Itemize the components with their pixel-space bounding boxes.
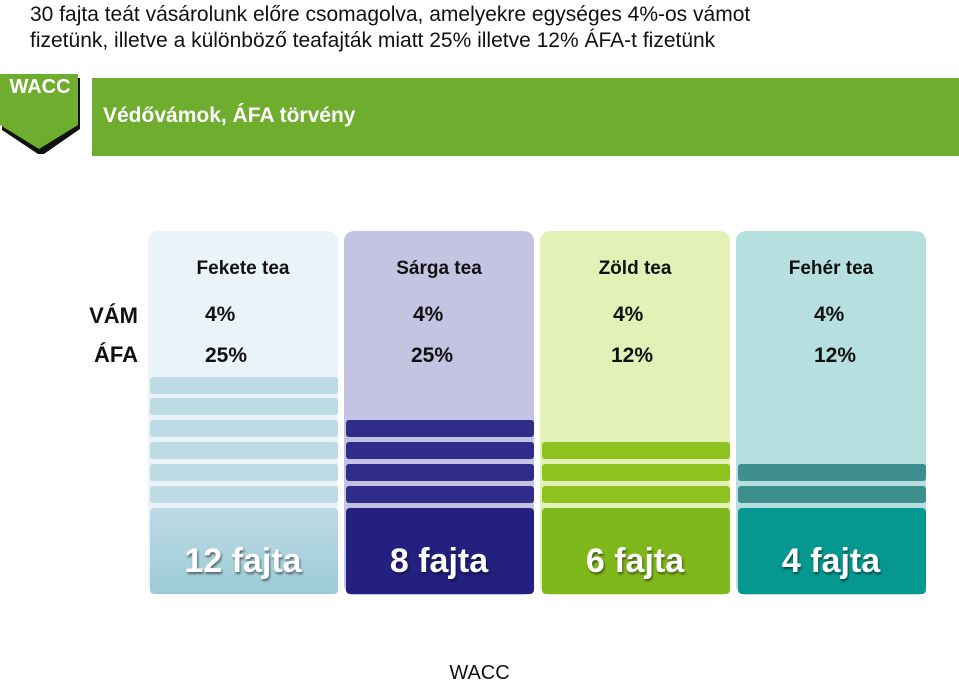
count-yellow-tea: 8 fajta bbox=[389, 542, 489, 580]
intro-line-1: 30 fajta teát vásárolunk előre csomagolv… bbox=[30, 3, 751, 26]
package-bar-yellow-tea bbox=[346, 420, 534, 437]
package-bar-green-tea bbox=[542, 464, 730, 481]
package-bar-white-tea bbox=[738, 464, 926, 481]
count-block-black-tea bbox=[150, 508, 338, 594]
row-label-vat: ÁFA bbox=[94, 342, 138, 367]
row-label-duty: VÁM bbox=[89, 303, 138, 328]
intro-text: 30 fajta teát vásárolunk előre csomagolv… bbox=[30, 2, 950, 54]
column-title-white-tea: Fehér tea bbox=[788, 258, 874, 279]
count-white-tea: 4 fajta bbox=[781, 542, 881, 580]
package-bar-black-tea bbox=[150, 442, 338, 459]
count-green-tea: 6 fajta bbox=[585, 542, 685, 580]
package-bar-black-tea bbox=[150, 464, 338, 481]
section-band bbox=[92, 78, 959, 156]
package-bar-yellow-tea bbox=[346, 442, 534, 459]
vat-yellow-tea: 25% bbox=[411, 344, 454, 367]
column-title-yellow-tea: Sárga tea bbox=[396, 258, 482, 279]
vat-white-tea: 12% bbox=[814, 344, 857, 367]
column-title-green-tea: Zöld tea bbox=[598, 258, 672, 279]
package-bar-black-tea bbox=[150, 377, 338, 394]
package-bar-yellow-tea bbox=[346, 486, 534, 503]
package-bar-black-tea bbox=[150, 486, 338, 503]
vat-black-tea: 25% bbox=[205, 344, 248, 367]
package-bar-green-tea bbox=[542, 486, 730, 503]
duty-yellow-tea: 4% bbox=[413, 303, 444, 326]
count-black-tea: 12 fajta bbox=[184, 542, 302, 580]
count-block-green-tea bbox=[542, 508, 730, 594]
duty-black-tea: 4% bbox=[205, 303, 236, 326]
duty-green-tea: 4% bbox=[613, 303, 644, 326]
section-title: Védővámok, ÁFA törvény bbox=[103, 104, 356, 127]
package-bar-yellow-tea bbox=[346, 464, 534, 481]
package-bar-green-tea bbox=[542, 442, 730, 459]
vat-green-tea: 12% bbox=[611, 344, 654, 367]
column-title-black-tea: Fekete tea bbox=[196, 258, 290, 279]
wacc-tag-label: WACC bbox=[9, 76, 71, 98]
duty-white-tea: 4% bbox=[814, 303, 845, 326]
package-bar-black-tea bbox=[150, 398, 338, 415]
intro-line-2: fizetünk, illetve a különböző teafajták … bbox=[30, 29, 716, 52]
wacc-tag-shape bbox=[0, 74, 80, 154]
package-bar-white-tea bbox=[738, 486, 926, 503]
count-block-white-tea bbox=[738, 508, 926, 594]
count-block-yellow-tea bbox=[346, 508, 534, 594]
package-bar-black-tea bbox=[150, 420, 338, 437]
footer-label: WACC bbox=[449, 662, 510, 684]
